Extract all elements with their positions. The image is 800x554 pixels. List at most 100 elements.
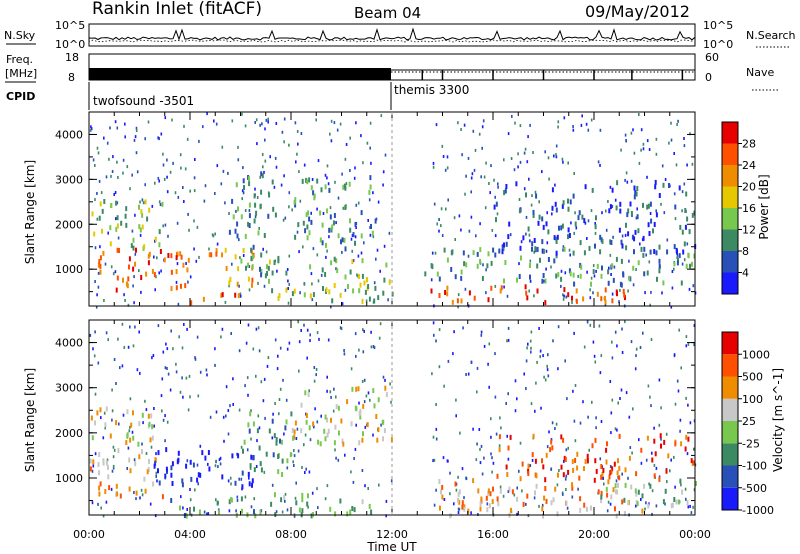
data-cell: [601, 265, 603, 271]
data-cell: [103, 411, 106, 415]
colorbar-tick-label: -25: [742, 437, 760, 450]
data-cell: [498, 248, 501, 254]
data-cell: [170, 465, 173, 471]
data-cell: [241, 508, 243, 514]
data-cell: [626, 212, 629, 218]
data-cell: [458, 507, 461, 511]
power-y-axis-label: Slant Range [km]: [23, 160, 37, 264]
data-cell: [265, 250, 268, 254]
data-cell: [465, 476, 467, 480]
data-cell: [172, 161, 174, 165]
colorbar-swatch: [722, 487, 738, 510]
data-cell: [595, 269, 597, 273]
data-cell: [294, 202, 297, 208]
data-cell: [523, 187, 526, 191]
data-cell: [214, 363, 216, 367]
data-cell: [360, 251, 363, 255]
data-cell: [614, 427, 617, 431]
data-cell: [115, 420, 118, 426]
data-cell: [624, 178, 626, 182]
data-cell: [503, 190, 506, 196]
data-cell: [685, 191, 688, 197]
data-cell: [349, 509, 352, 515]
data-cell: [353, 457, 355, 460]
data-cell: [137, 441, 140, 447]
data-cell: [561, 223, 564, 229]
data-cell: [683, 258, 686, 262]
data-cell: [532, 213, 535, 218]
data-cell: [524, 147, 527, 151]
data-cell: [135, 497, 137, 501]
data-cell: [382, 183, 384, 187]
data-cell: [199, 444, 202, 448]
data-cell: [89, 333, 92, 337]
data-cell: [525, 387, 527, 390]
data-cell: [634, 488, 637, 494]
data-cell: [169, 170, 172, 174]
data-cell: [355, 406, 358, 412]
data-cell: [600, 296, 603, 302]
data-cell: [601, 211, 603, 215]
data-cell: [349, 218, 351, 224]
colorbar-tick-label: -1000: [742, 504, 774, 517]
data-cell: [208, 247, 210, 251]
data-cell: [306, 224, 309, 230]
data-cell: [435, 437, 438, 441]
data-cell: [438, 229, 440, 233]
data-cell: [551, 187, 554, 193]
data-cell: [609, 470, 612, 476]
data-cell: [680, 366, 682, 370]
data-cell: [649, 212, 652, 215]
data-cell: [139, 200, 141, 204]
data-cell: [485, 161, 487, 165]
data-cell: [358, 411, 361, 417]
data-cell: [526, 295, 529, 301]
data-cell: [619, 208, 622, 214]
data-cell: [611, 187, 614, 193]
data-cell: [610, 411, 613, 415]
data-cell: [678, 185, 681, 191]
data-cell: [560, 225, 563, 231]
data-cell: [664, 488, 667, 494]
data-cell: [390, 479, 393, 483]
data-cell: [580, 264, 583, 270]
data-cell: [563, 294, 565, 298]
data-cell: [592, 291, 594, 295]
data-cell: [383, 244, 386, 248]
data-cell: [586, 453, 589, 459]
data-cell: [555, 236, 558, 242]
data-cell: [339, 498, 342, 504]
data-cell: [202, 296, 205, 302]
data-cell: [170, 329, 172, 333]
data-cell: [117, 236, 120, 240]
data-cell: [689, 504, 691, 508]
data-cell: [298, 340, 301, 344]
data-cell: [461, 500, 464, 506]
data-cell: [123, 346, 126, 349]
data-cell: [614, 506, 616, 512]
data-cell: [460, 228, 462, 232]
data-cell: [609, 380, 612, 383]
data-cell: [91, 501, 94, 505]
data-cell: [438, 276, 441, 282]
data-cell: [525, 359, 528, 363]
data-cell: [555, 207, 558, 213]
data-cell: [438, 328, 441, 332]
data-cell: [564, 477, 567, 481]
data-cell: [90, 125, 92, 129]
data-cell: [332, 409, 335, 413]
data-cell: [99, 255, 102, 261]
data-cell: [228, 280, 231, 286]
data-cell: [363, 378, 366, 382]
data-cell: [562, 492, 564, 496]
data-cell: [438, 365, 441, 369]
data-cell: [549, 447, 552, 453]
data-cell: [368, 198, 371, 202]
data-cell: [142, 421, 144, 425]
data-cell: [544, 477, 547, 483]
data-cell: [103, 136, 105, 140]
data-cell: [446, 155, 449, 159]
data-cell: [595, 468, 598, 474]
data-cell: [674, 402, 677, 406]
data-cell: [308, 177, 311, 183]
